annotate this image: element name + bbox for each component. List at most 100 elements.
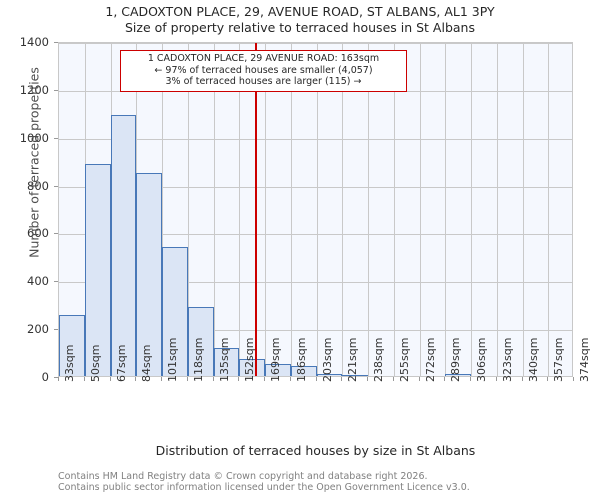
- x-axis-tick-mark: [444, 377, 446, 381]
- histogram-bar: [162, 247, 188, 376]
- x-axis-tick-mark: [135, 377, 137, 381]
- x-axis-tick-label: 203sqm: [320, 337, 334, 382]
- y-axis-label: Number of terraced properties: [26, 67, 42, 258]
- annotation-line-1: 1 CADOXTON PLACE, 29 AVENUE ROAD: 163sqm: [147, 53, 380, 64]
- x-axis-tick-mark: [186, 377, 188, 381]
- gridline-vertical: [342, 43, 344, 376]
- x-axis-tick-label: 135sqm: [217, 337, 231, 382]
- x-axis-tick-mark: [161, 377, 162, 381]
- gridline-vertical: [471, 43, 472, 376]
- x-axis-tick-label: 84sqm: [140, 344, 154, 382]
- x-axis-tick-mark: [264, 377, 265, 381]
- chart-title-block: 1, CADOXTON PLACE, 29, AVENUE ROAD, ST A…: [0, 4, 600, 36]
- x-axis-tick-mark: [315, 377, 317, 381]
- x-axis-tick-label: 67sqm: [114, 344, 128, 382]
- x-axis-tick-label: 33sqm: [63, 344, 76, 382]
- x-axis-tick-mark: [367, 377, 368, 381]
- x-axis-tick-mark: [521, 377, 523, 381]
- x-axis-tick-mark: [392, 377, 394, 381]
- histogram-bar: [265, 363, 291, 376]
- y-axis-tick-mark: [54, 233, 58, 235]
- x-axis-tick-label: 50sqm: [88, 344, 102, 382]
- x-axis-tick-label: 118sqm: [191, 337, 205, 382]
- x-axis-tick-label: 101sqm: [166, 337, 179, 382]
- gridline-vertical: [316, 43, 318, 376]
- gridline-horizontal: [59, 186, 572, 188]
- y-axis-tick-label: 1000: [19, 130, 49, 145]
- histogram-bar: [110, 115, 137, 376]
- histogram-bar: [136, 172, 162, 376]
- property-annotation-box: 1 CADOXTON PLACE, 29 AVENUE ROAD: 163sqm…: [120, 50, 407, 92]
- gridline-vertical: [522, 43, 524, 376]
- x-axis-label: Distribution of terraced houses by size …: [155, 443, 476, 458]
- x-axis-tick-label: 255sqm: [397, 337, 411, 382]
- x-axis-tick-mark: [547, 377, 549, 381]
- x-axis-tick-label: 152sqm: [243, 337, 257, 382]
- x-axis-tick-label: 186sqm: [294, 337, 308, 382]
- x-axis-tick-label: 238sqm: [372, 337, 385, 382]
- x-axis-tick-label: 169sqm: [269, 337, 282, 382]
- chart-subtitle: Size of property relative to terraced ho…: [125, 20, 475, 35]
- gridline-horizontal: [59, 282, 572, 284]
- y-axis-tick-mark: [54, 89, 58, 91]
- histogram-bar: [59, 315, 85, 376]
- y-axis-tick-label: 0: [41, 370, 49, 384]
- footer-line-1: Contains HM Land Registry data © Crown c…: [58, 471, 428, 482]
- annotation-line-2: ← 97% of terraced houses are smaller (4,…: [154, 64, 373, 76]
- gridline-horizontal: [59, 330, 572, 332]
- histogram-bar: [342, 374, 368, 376]
- y-axis-tick-mark: [54, 42, 58, 43]
- x-axis-tick-mark: [83, 377, 85, 381]
- gridline-vertical: [368, 43, 369, 376]
- gridline-horizontal: [59, 234, 572, 236]
- gridline-vertical: [187, 43, 189, 376]
- y-axis-tick-mark: [54, 281, 58, 283]
- x-axis-tick-label: 374sqm: [578, 337, 591, 382]
- plot-area: [58, 42, 573, 377]
- histogram-bar: [187, 307, 214, 376]
- y-axis-tick-mark: [54, 377, 58, 378]
- y-axis-tick-label: 400: [27, 274, 49, 289]
- x-axis-tick-mark: [58, 377, 59, 381]
- x-axis-tick-label: 289sqm: [449, 337, 463, 382]
- x-axis-tick-mark: [212, 377, 214, 381]
- x-axis-tick-mark: [341, 377, 343, 381]
- gridline-vertical: [265, 43, 266, 376]
- x-axis-tick-mark: [238, 377, 240, 381]
- gridline-vertical: [419, 43, 421, 376]
- gridline-vertical: [213, 43, 215, 376]
- histogram-bar: [84, 164, 111, 376]
- x-axis-tick-label: 323sqm: [500, 337, 514, 382]
- gridline-vertical: [239, 43, 241, 376]
- histogram-bar: [239, 359, 265, 376]
- x-axis-tick-mark: [495, 377, 497, 381]
- x-axis-tick-label: 221sqm: [346, 337, 360, 382]
- y-axis-tick-label: 1400: [19, 35, 49, 49]
- y-axis-tick-label: 800: [27, 178, 49, 193]
- property-size-marker-line: [255, 43, 258, 376]
- histogram-bar: [213, 348, 240, 376]
- gridline-horizontal: [59, 43, 572, 44]
- x-axis-tick-label: 272sqm: [423, 337, 437, 382]
- annotation-line-3: 3% of terraced houses are larger (115) →: [165, 76, 362, 87]
- gridline-horizontal: [59, 138, 572, 140]
- page-title: 1, CADOXTON PLACE, 29, AVENUE ROAD, ST A…: [105, 4, 495, 19]
- y-axis-tick-label: 1200: [19, 82, 49, 97]
- gridline-vertical: [548, 43, 550, 376]
- x-axis-tick-mark: [418, 377, 420, 381]
- x-axis-tick-mark: [470, 377, 471, 381]
- gridline-vertical: [496, 43, 498, 376]
- x-axis-tick-mark: [289, 377, 291, 381]
- gridline-vertical: [445, 43, 447, 376]
- y-axis-tick-label: 600: [27, 226, 49, 241]
- histogram-bar: [290, 366, 317, 376]
- y-axis-tick-mark: [54, 329, 58, 331]
- x-axis-tick-mark: [573, 377, 574, 381]
- x-axis-tick-label: 357sqm: [552, 337, 566, 382]
- histogram-bar: [316, 374, 343, 376]
- gridline-vertical: [162, 43, 163, 376]
- y-axis-tick-label: 200: [27, 322, 49, 337]
- y-axis-tick-mark: [54, 137, 58, 139]
- footer-line-2: Contains public sector information licen…: [58, 482, 470, 493]
- y-axis-tick-mark: [54, 185, 58, 187]
